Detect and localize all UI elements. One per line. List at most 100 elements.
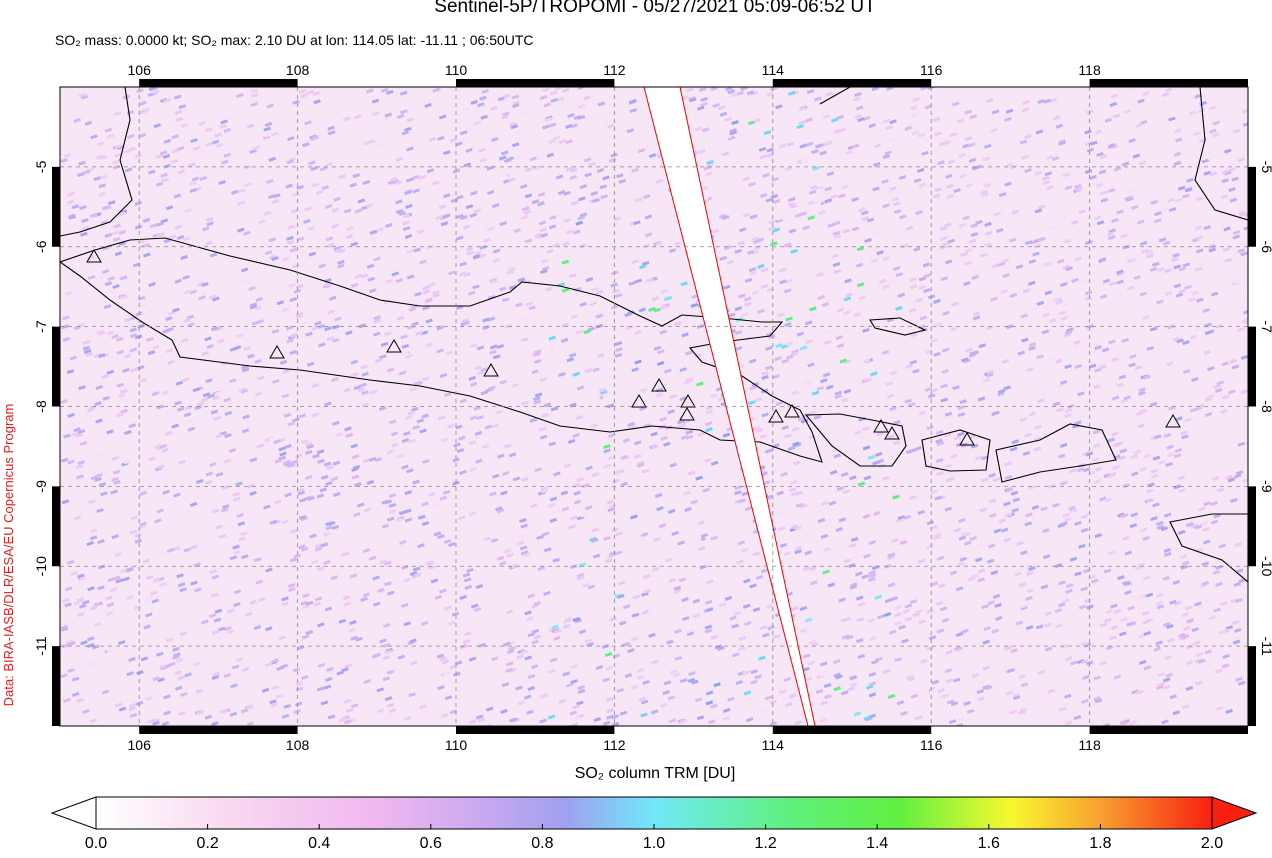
noise-streak [947,320,955,326]
noise-streak [159,550,167,556]
noise-streak [945,649,953,655]
noise-streak [615,469,624,475]
noise-streak [1163,551,1172,557]
noise-streak [443,392,452,398]
noise-streak [630,652,638,658]
noise-streak [449,709,458,715]
noise-streak [395,199,403,205]
noise-streak [122,576,130,582]
noise-streak [572,229,581,235]
noise-streak [1020,313,1029,319]
volcano [483,363,499,377]
noise-streak [803,653,811,659]
noise-streak [303,218,311,224]
noise-streak [551,624,559,630]
noise-streak [591,527,600,533]
noise-streak [258,597,266,603]
noise-streak [89,718,98,724]
noise-streak [1130,512,1139,518]
noise-streak [432,289,440,295]
noise-streak [939,226,948,232]
noise-streak [443,150,451,156]
noise-streak [728,600,736,606]
noise-streak [296,487,305,493]
noise-streak [1132,153,1141,159]
noise-streak [60,673,68,679]
noise-streak [310,559,319,565]
noise-streak [395,209,404,215]
noise-streak [653,307,662,313]
noise-streak [905,225,914,231]
noise-streak [939,244,948,250]
noise-streak [161,721,170,726]
noise-streak [518,534,526,540]
noise-streak [772,227,781,233]
noise-streak [87,661,96,667]
noise-streak [168,661,176,667]
noise-streak [201,619,209,625]
noise-streak [659,601,667,607]
noise-streak [285,325,294,331]
noise-streak [459,130,468,136]
noise-streak [173,652,181,658]
noise-streak [868,573,877,579]
noise-streak [241,367,250,373]
noise-streak [567,438,576,444]
noise-streak [1092,443,1101,449]
noise-streak [1222,653,1230,659]
noise-streak [1142,535,1151,541]
noise-streak [602,393,611,399]
noise-streak [531,369,540,375]
noise-streak [490,136,499,142]
noise-streak [1174,600,1182,606]
noise-streak [1120,617,1128,623]
noise-streak [1138,659,1147,665]
noise-streak [749,679,758,685]
noise-streak [106,330,115,336]
noise-streak [123,353,132,359]
noise-streak [622,274,631,280]
noise-streak [761,412,769,418]
noise-streak [156,651,164,657]
noise-streak [868,540,877,546]
noise-streak [454,577,463,583]
noise-streak [918,619,926,625]
noise-streak [1082,450,1090,456]
noise-streak [891,196,899,202]
colorbar-tick-label: 1.0 [643,835,665,852]
noise-streak [838,517,847,523]
noise-streak [974,455,983,461]
noise-streak [641,260,650,266]
noise-streak [892,494,900,500]
noise-streak [521,400,529,406]
noise-streak [152,676,160,682]
noise-streak [1235,676,1243,682]
noise-streak [1002,272,1010,278]
noise-streak [367,276,375,282]
noise-streak [1207,393,1215,399]
noise-streak [241,666,250,672]
noise-streak [302,593,310,599]
noise-streak [614,352,623,358]
noise-streak [694,353,702,359]
noise-streak [861,574,869,580]
noise-streak [508,646,516,652]
noise-streak [385,115,393,121]
noise-streak [1044,171,1053,177]
noise-streak [667,695,676,701]
noise-streak [1042,180,1051,186]
noise-streak [94,477,102,483]
noise-streak [521,316,530,322]
noise-streak [440,437,449,443]
noise-streak [97,564,106,570]
noise-streak [240,267,249,273]
noise-streak [359,382,368,388]
noise-streak [1240,317,1248,323]
noise-streak [843,388,852,394]
noise-streak [369,236,377,242]
noise-streak [1224,257,1233,263]
noise-streak [751,249,760,255]
noise-streak [106,429,114,435]
noise-streak [82,339,91,345]
noise-streak [406,117,414,123]
